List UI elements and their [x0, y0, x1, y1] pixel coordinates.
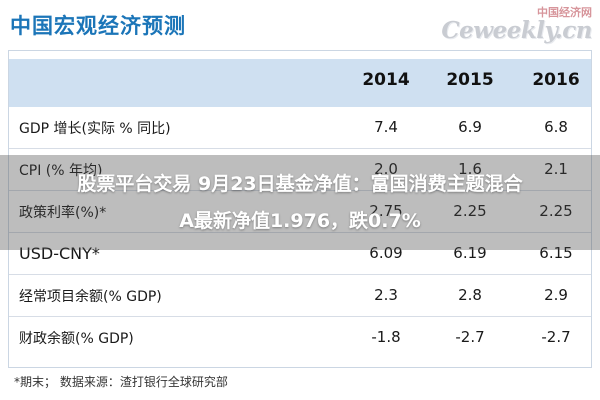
watermark-logo: 中国经济网 Ceweekly.cn	[414, 4, 592, 48]
table-cell: -1.8	[371, 328, 401, 346]
footnote: *期末； 数据来源：渣打银行全球研究部	[14, 375, 228, 389]
year-header: 2016	[532, 70, 580, 90]
overlay-caption-line: 股票平台交易 9月23日基金净值：富国消费主题混合	[77, 173, 523, 195]
watermark-brand: Ceweekly.cn	[441, 17, 592, 44]
row-label: USD-CNY*	[19, 244, 100, 263]
row-label: 政策利率(%)*	[19, 205, 107, 221]
table-cell: 2.25	[539, 202, 573, 220]
table-cell: 1.6	[458, 160, 482, 178]
table-row: 经常项目余额(% GDP) 2.3 2.8 2.9	[9, 275, 591, 317]
row-label: 经常项目余额(% GDP)	[19, 289, 162, 305]
table-cell: 6.9	[458, 118, 482, 136]
table-cell: 2.3	[374, 286, 398, 304]
table-row: 财政余额(% GDP) -1.8 -2.7 -2.7	[9, 317, 591, 359]
year-header: 2014	[362, 70, 410, 90]
row-divider	[9, 232, 591, 233]
table-cell: 6.19	[453, 244, 487, 262]
watermark-top-text: 中国经济网	[537, 6, 592, 19]
year-header: 2015	[446, 70, 494, 90]
page-title: 中国宏观经济预测	[10, 14, 186, 38]
overlay-caption-line: A最新净值1.976，跌0.7%	[179, 210, 421, 232]
row-divider	[9, 316, 591, 317]
caption-overlay: 股票平台交易 9月23日基金净值：富国消费主题混合 A最新净值1.976，跌0.…	[0, 155, 600, 250]
table-row: CPI (% 年均) 2.0 1.6 2.1	[9, 149, 591, 191]
table-cell: 6.8	[544, 118, 568, 136]
row-divider	[9, 148, 591, 149]
table-cell: -2.7	[541, 328, 571, 346]
row-label: CPI (% 年均)	[19, 163, 103, 179]
table-cell: 6.15	[539, 244, 573, 262]
table-cell: -2.7	[455, 328, 485, 346]
table-cell: 2.25	[453, 202, 487, 220]
row-divider	[9, 190, 591, 191]
row-label: 财政余额(% GDP)	[19, 331, 134, 347]
table-cell: 6.09	[369, 244, 403, 262]
table-cell: 2.0	[374, 160, 398, 178]
table-row: USD-CNY* 6.09 6.19 6.15	[9, 233, 591, 275]
table-header-row: 2014 2015 2016	[9, 59, 591, 107]
table-cell: 2.75	[369, 202, 403, 220]
forecast-table: 2014 2015 2016 GDP 增长(实际 % 同比) 7.4 6.9 6…	[8, 50, 592, 368]
table-row: GDP 增长(实际 % 同比) 7.4 6.9 6.8	[9, 107, 591, 149]
table-cell: 2.8	[458, 286, 482, 304]
table-row: 政策利率(%)* 2.75 2.25 2.25	[9, 191, 591, 233]
row-divider	[9, 274, 591, 275]
row-label: GDP 增长(实际 % 同比)	[19, 121, 171, 137]
table-cell: 2.9	[544, 286, 568, 304]
table-cell: 2.1	[544, 160, 568, 178]
table-cell: 7.4	[374, 118, 398, 136]
